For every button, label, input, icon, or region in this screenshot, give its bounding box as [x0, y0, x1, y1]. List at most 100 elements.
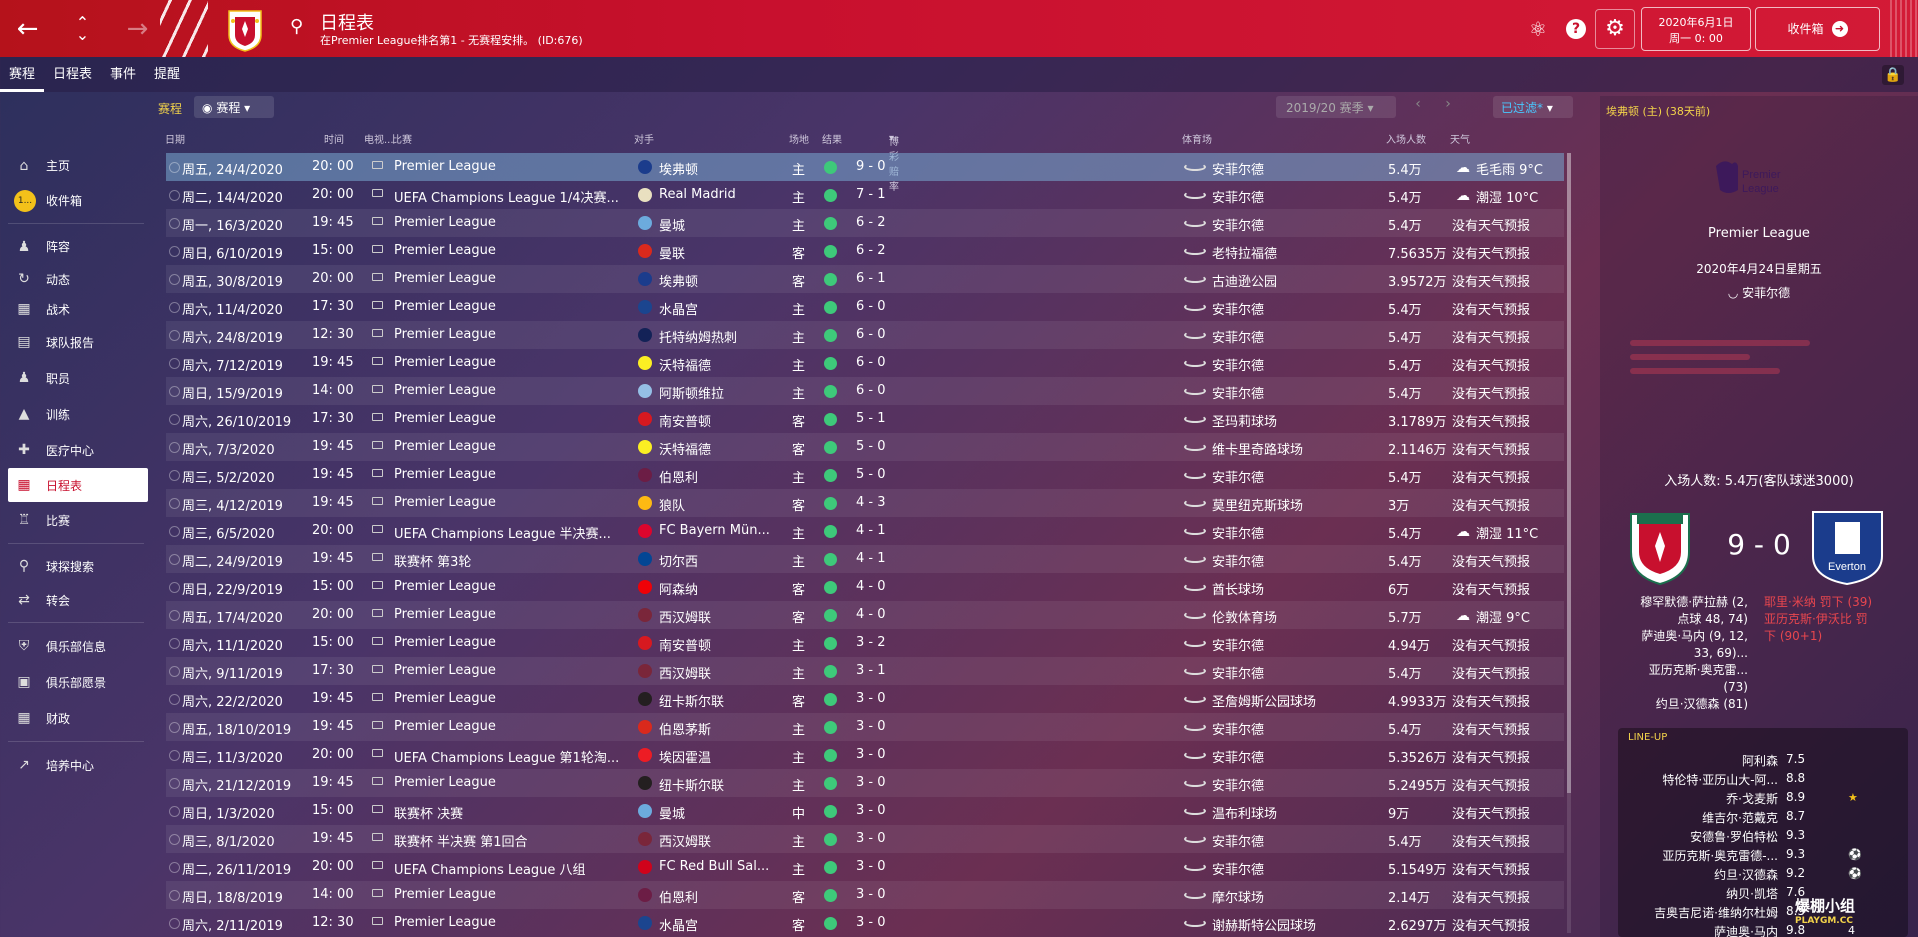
table-row[interactable]: 周六, 24/8/2019 12: 30 Premier League 托特纳姆热刺 主…: [166, 321, 1564, 349]
cell-stadium[interactable]: 安菲尔德: [1212, 723, 1265, 738]
history-updown-icon[interactable]: ⌃ ⌄: [75, 12, 90, 44]
row-select-icon[interactable]: [169, 806, 180, 817]
sidebar-item-finances[interactable]: ▦ 财政: [0, 700, 152, 736]
col-header-tv[interactable]: 电视...: [364, 135, 394, 146]
cell-stadium[interactable]: 老特拉福德: [1212, 247, 1278, 262]
cell-stadium[interactable]: 安菲尔德: [1212, 835, 1265, 850]
row-select-icon[interactable]: [169, 162, 180, 173]
cell-score[interactable]: 5 - 0: [856, 439, 886, 454]
cell-opponent[interactable]: 南安普顿: [659, 415, 712, 430]
cell-stadium[interactable]: 维卡里奇路球场: [1212, 443, 1304, 458]
cell-stadium[interactable]: 安菲尔德: [1212, 303, 1265, 318]
view-dropdown[interactable]: ◉ 赛程 ▾: [194, 96, 274, 118]
table-row[interactable]: 周日, 18/8/2019 14: 00 Premier League 伯恩利 客 3 -…: [166, 881, 1564, 909]
sidebar-item-tactics[interactable]: ▦ 战术: [0, 294, 152, 324]
cell-opponent[interactable]: Real Madrid: [659, 187, 736, 202]
cell-opponent[interactable]: FC Red Bull Sal...: [659, 859, 770, 874]
cell-stadium[interactable]: 安菲尔德: [1212, 555, 1265, 570]
cell-competition[interactable]: Premier League: [394, 411, 496, 426]
cell-opponent[interactable]: 阿森纳: [659, 583, 699, 598]
cell-opponent[interactable]: 西汉姆联: [659, 611, 712, 626]
cell-score[interactable]: 6 - 0: [856, 299, 886, 314]
col-header-competition[interactable]: 比赛: [392, 135, 412, 146]
cell-competition[interactable]: Premier League: [394, 159, 496, 174]
cell-opponent[interactable]: 曼联: [659, 247, 686, 262]
row-select-icon[interactable]: [169, 722, 180, 733]
row-select-icon[interactable]: [169, 890, 180, 901]
cell-competition[interactable]: Premier League: [394, 271, 496, 286]
lineup-player-row[interactable]: 维吉尔·范戴克 8.7: [1618, 807, 1908, 826]
lineup-player-row[interactable]: 约旦·汉德森 9.2 ⚽: [1618, 864, 1908, 883]
table-row[interactable]: 周五, 17/4/2020 20: 00 Premier League 西汉姆联 客 4 …: [166, 601, 1564, 629]
cell-competition[interactable]: Premier League: [394, 439, 496, 454]
cell-opponent[interactable]: 狼队: [659, 499, 686, 514]
cell-opponent[interactable]: 南安普顿: [659, 639, 712, 654]
cell-opponent[interactable]: 埃因霍温: [659, 751, 712, 766]
next-season-button[interactable]: ›: [1445, 96, 1451, 112]
cell-score[interactable]: 6 - 1: [856, 271, 886, 286]
cell-score[interactable]: 6 - 0: [856, 355, 886, 370]
cell-opponent[interactable]: 沃特福德: [659, 443, 712, 458]
cell-competition[interactable]: UEFA Champions League 第1轮淘...: [394, 751, 620, 766]
table-row[interactable]: 周六, 11/1/2020 15: 00 Premier League 南安普顿 主 3 …: [166, 629, 1564, 657]
cell-opponent[interactable]: FC Bayern Mün...: [659, 523, 770, 538]
row-select-icon[interactable]: [169, 442, 180, 453]
table-row[interactable]: 周六, 21/12/2019 19: 45 Premier League 纽卡斯尔联 主…: [166, 769, 1564, 797]
sidebar-item-development[interactable]: ↗ 培养中心: [0, 747, 152, 783]
cell-score[interactable]: 6 - 0: [856, 327, 886, 342]
table-row[interactable]: 周六, 11/4/2020 17: 30 Premier League 水晶宫 主 6 -…: [166, 293, 1564, 321]
cell-competition[interactable]: UEFA Champions League 八组: [394, 863, 586, 878]
cell-opponent[interactable]: 埃弗顿: [659, 163, 699, 178]
cell-competition[interactable]: Premier League: [394, 495, 496, 510]
tab-reminders[interactable]: 提醒: [154, 67, 181, 82]
cell-score[interactable]: 3 - 0: [856, 831, 886, 846]
sidebar-item-competitions[interactable]: ♖ 比赛: [0, 502, 152, 538]
row-select-icon[interactable]: [169, 582, 180, 593]
col-header-venue[interactable]: 场地: [789, 135, 809, 146]
cell-stadium[interactable]: 安菲尔德: [1212, 471, 1265, 486]
sidebar-item-club-info[interactable]: ⛨ 俱乐部信息: [0, 628, 152, 664]
scrollbar-thumb[interactable]: [1567, 153, 1571, 793]
table-row[interactable]: 周日, 15/9/2019 14: 00 Premier League 阿斯顿维拉 主 6…: [166, 377, 1564, 405]
row-select-icon[interactable]: [169, 862, 180, 873]
cell-stadium[interactable]: 安菲尔德: [1212, 863, 1265, 878]
cell-stadium[interactable]: 安菲尔德: [1212, 219, 1265, 234]
cell-competition[interactable]: 联赛杯 第3轮: [394, 555, 472, 570]
match-competition[interactable]: Premier League: [1708, 226, 1810, 241]
lineup-player-row[interactable]: 安德鲁·罗伯特松 9.3: [1618, 826, 1908, 845]
lineup-player-row[interactable]: 吉奥吉尼诺·维纳尔杜姆 8.5: [1618, 902, 1908, 921]
cell-score[interactable]: 6 - 2: [856, 215, 886, 230]
cell-score[interactable]: 3 - 0: [856, 719, 886, 734]
cell-competition[interactable]: Premier League: [394, 887, 496, 902]
table-row[interactable]: 周五, 18/10/2019 19: 45 Premier League 伯恩茅斯 主 3…: [166, 713, 1564, 741]
cell-stadium[interactable]: 谢赫斯特公园球场: [1212, 919, 1317, 934]
cell-competition[interactable]: UEFA Champions League 半决赛...: [394, 527, 611, 542]
table-row[interactable]: 周五, 30/8/2019 20: 00 Premier League 埃弗顿 客 6 -…: [166, 265, 1564, 293]
lineup-player-row[interactable]: 阿利森 7.5: [1618, 750, 1908, 769]
table-row[interactable]: 周日, 1/3/2020 15: 00 联赛杯 决赛 曼城 中 3 - 0 温布利球场 9万 没…: [166, 797, 1564, 825]
tab-fixtures[interactable]: 赛程: [0, 57, 45, 92]
sidebar-item-training[interactable]: ▲ 训练: [0, 396, 152, 432]
table-row[interactable]: 周三, 8/1/2020 19: 45 联赛杯 半决赛 第1回合 西汉姆联 主 3 - 0…: [166, 825, 1564, 853]
cell-stadium[interactable]: 莫里纽克斯球场: [1212, 499, 1304, 514]
forward-arrow-icon[interactable]: →: [126, 13, 149, 44]
cell-stadium[interactable]: 酋长球场: [1212, 583, 1265, 598]
cell-stadium[interactable]: 安菲尔德: [1212, 667, 1265, 682]
row-select-icon[interactable]: [169, 918, 180, 929]
cell-score[interactable]: 4 - 1: [856, 551, 886, 566]
table-row[interactable]: 周六, 9/11/2019 17: 30 Premier League 西汉姆联 主 3 …: [166, 657, 1564, 685]
cell-score[interactable]: 3 - 1: [856, 663, 886, 678]
row-select-icon[interactable]: [169, 694, 180, 705]
cell-score[interactable]: 3 - 0: [856, 915, 886, 930]
cell-competition[interactable]: Premier League: [394, 719, 496, 734]
filter-dropdown[interactable]: 已过滤* ▾: [1493, 96, 1573, 118]
cell-stadium[interactable]: 安菲尔德: [1212, 639, 1265, 654]
cell-stadium[interactable]: 古迪逊公园: [1212, 275, 1278, 290]
cell-score[interactable]: 7 - 1: [856, 187, 886, 202]
lineup-player-row[interactable]: 乔·戈麦斯 8.9 ★: [1618, 788, 1908, 807]
cell-opponent[interactable]: 纽卡斯尔联: [659, 779, 725, 794]
lineup-player-row[interactable]: 亚历克斯·奥克雷德-... 9.3 ⚽: [1618, 845, 1908, 864]
row-select-icon[interactable]: [169, 666, 180, 677]
row-select-icon[interactable]: [169, 414, 180, 425]
cell-stadium[interactable]: 安菲尔德: [1212, 191, 1265, 206]
